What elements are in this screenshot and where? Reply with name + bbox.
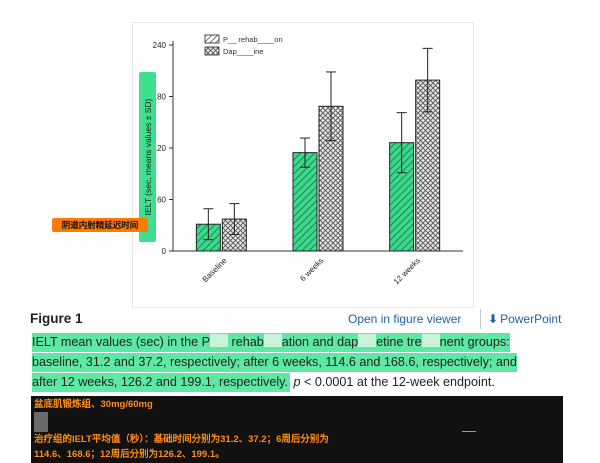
redaction-block — [263, 334, 282, 347]
legend-label: Dap____ine — [223, 47, 263, 56]
header-divider — [480, 309, 481, 329]
x-tick-label: Baseline — [201, 256, 229, 284]
caption-translation: 盆底肌锻炼组、30mg/60mg 治疗组的IELT平均值（秒）：基础时间分别为31… — [31, 396, 563, 463]
caption-seg: nent groups: — [439, 335, 510, 349]
powerpoint-link[interactable]: ⬇ PowerPoint — [488, 312, 561, 326]
redaction-block — [34, 422, 48, 432]
redaction-block — [210, 334, 229, 347]
figure-caption: IELT mean values (sec) in the P rehab ati… — [30, 333, 578, 393]
x-tick-label: 12 weeks — [392, 256, 422, 286]
y-tick-label: 240 — [153, 41, 167, 50]
caption-line-3: after 12 weeks, 126.2 and 199.1, respect… — [30, 373, 578, 392]
figure-title: Figure 1 — [30, 311, 83, 326]
bar-chart: 0 60 120 180 240 Baseline 6 weeks 12 weeks P__ r… — [153, 34, 463, 286]
y-axis-label-text: IELT (sec, means values ± SD) — [142, 98, 153, 216]
figure-header: Figure 1 Open in figure viewer ⬇ PowerPoi… — [30, 309, 578, 333]
p-value-symbol: p — [293, 375, 301, 389]
caption-line-2: baseline, 31.2 and 37.2, respectively; a… — [30, 353, 578, 372]
x-tick-label: 6 weeks — [298, 256, 325, 283]
y-tick-label: 120 — [153, 144, 167, 153]
download-icon: ⬇ — [488, 312, 499, 326]
powerpoint-link-label: PowerPoint — [500, 312, 562, 326]
caption-seg: ation and dap — [281, 335, 359, 349]
open-figure-viewer-link[interactable]: Open in figure viewer — [348, 312, 462, 326]
translation-line-2: 114.6、168.6；12周后分别为126.2、199.1。 — [34, 449, 225, 460]
legend-swatch — [204, 34, 220, 44]
caption-line-1: IELT mean values (sec) in the P rehab ati… — [30, 333, 578, 352]
y-tick-label: 180 — [153, 93, 167, 102]
y-axis-label: IELT (sec, means values ± SD) — [139, 72, 156, 242]
redaction-block — [358, 334, 377, 347]
y-tick-label: 0 — [162, 247, 167, 256]
translation-line-1: 盆底肌锻炼组、30mg/60mg 治疗组的IELT平均值（秒）：基础时间分别为31… — [34, 399, 329, 445]
redaction-block — [34, 412, 48, 422]
caption-seg: etine tre — [376, 335, 422, 349]
y-axis-label-translation: 阴道内射精延迟时间 — [52, 218, 148, 232]
y-tick-label: 60 — [157, 196, 166, 205]
caption-seg: rehab — [228, 335, 264, 349]
caption-seg: IELT mean values (sec) in the P — [32, 335, 211, 349]
redaction-block — [421, 334, 440, 347]
legend-label: P__ rehab____on — [223, 35, 283, 44]
chart-panel: 0 60 120 180 240 Baseline 6 weeks 12 weeks P__ r… — [132, 22, 474, 308]
underline-mark — [462, 431, 476, 432]
legend-swatch — [204, 46, 220, 56]
